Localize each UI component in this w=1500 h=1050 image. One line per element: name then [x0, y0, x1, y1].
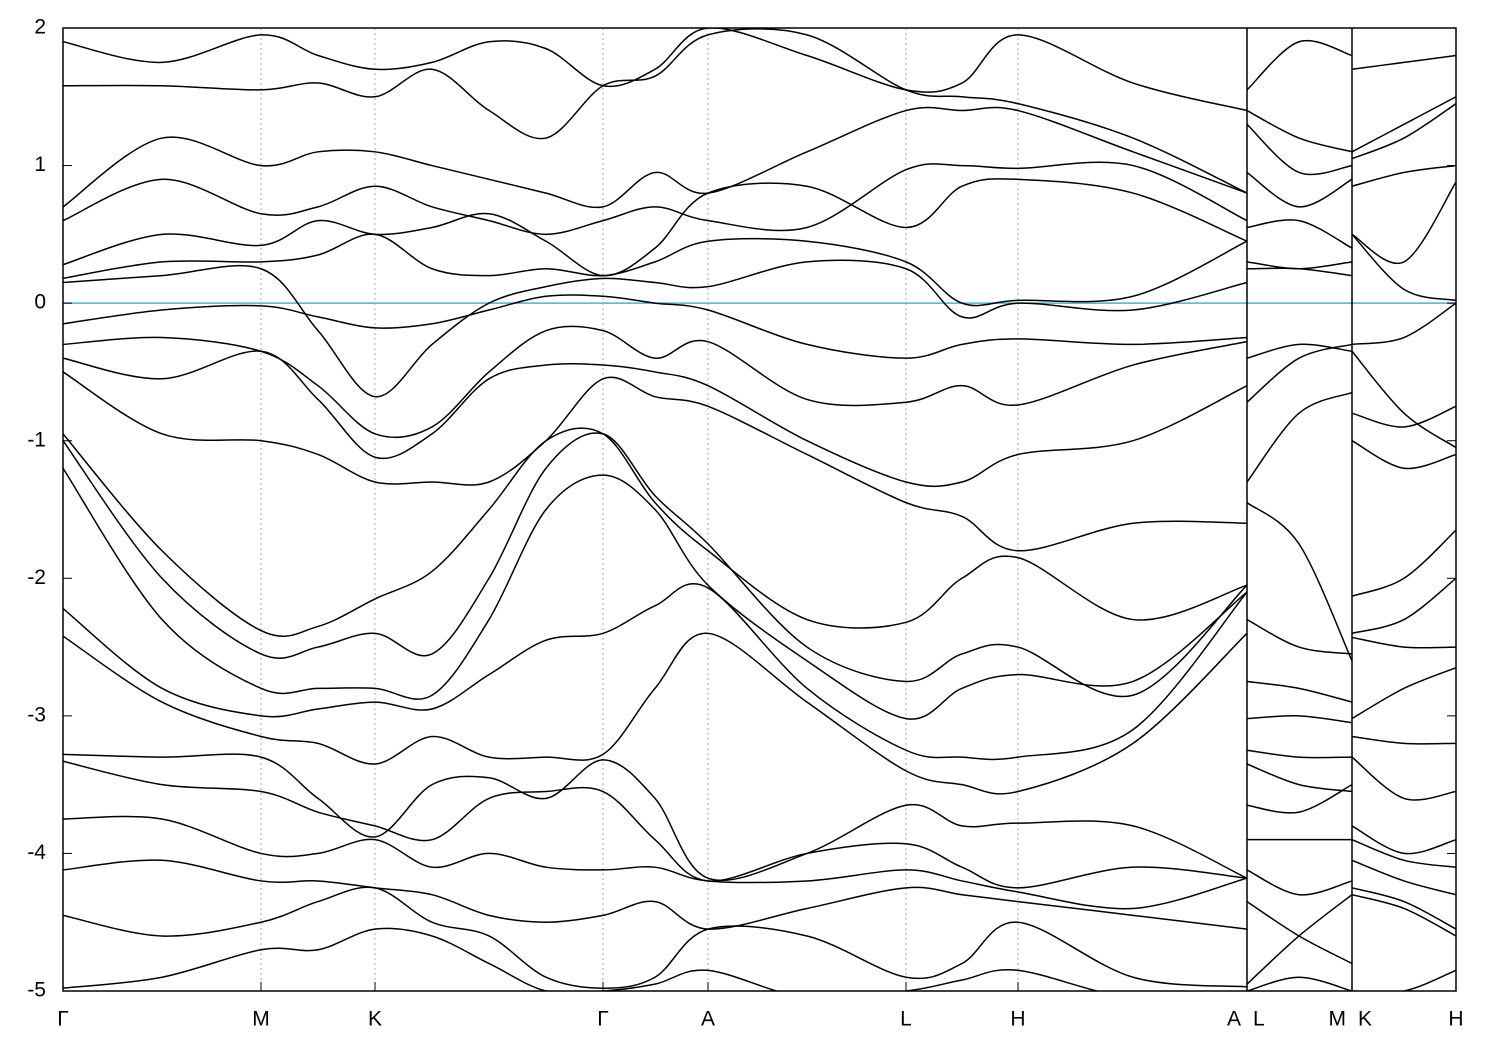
- y-tick-label: -3: [27, 703, 46, 726]
- band-line: [63, 467, 1456, 724]
- grid-layer: [63, 28, 1456, 991]
- band-line: [63, 325, 1456, 439]
- x-tick-label: H: [1448, 1008, 1463, 1031]
- band-line: [63, 815, 1456, 910]
- band-line: [63, 427, 1456, 655]
- band-line: [63, 161, 1456, 236]
- x-tick-label: A: [701, 1008, 715, 1031]
- band-line: [63, 28, 1456, 194]
- band-layer: [63, 28, 1456, 991]
- band-line: [63, 28, 1456, 112]
- x-tick-label: K: [368, 1008, 382, 1031]
- x-tick-label: M: [1329, 1008, 1347, 1031]
- band-line: [63, 753, 1456, 882]
- x-tick-label: K: [1358, 1008, 1372, 1031]
- band-line: [63, 103, 1456, 209]
- band-line: [63, 583, 1456, 761]
- band-line: [63, 432, 1456, 703]
- band-line: [63, 350, 1456, 488]
- band-line: [63, 294, 1456, 449]
- band-line: [63, 371, 1456, 662]
- band-line: [63, 927, 1456, 991]
- x-tick-label: Γ: [597, 1008, 609, 1031]
- x-tick-label: M: [252, 1008, 270, 1031]
- plot-frame: [62, 27, 1457, 992]
- band-line: [63, 632, 1456, 801]
- y-tick-label: -5: [27, 979, 46, 1002]
- band-line: [63, 886, 1456, 989]
- x-tick-label: L: [1253, 1008, 1265, 1031]
- y-tick-label: 2: [34, 16, 46, 39]
- y-tick-label: -2: [27, 566, 46, 589]
- band-line: [63, 259, 1456, 398]
- y-tick-label: 0: [34, 291, 46, 314]
- x-tick-label: A: [1227, 1008, 1241, 1031]
- y-tick-label: 1: [34, 153, 46, 176]
- y-tick-label: -4: [27, 841, 46, 864]
- x-tick-label: Γ: [57, 1008, 69, 1031]
- band-line: [63, 760, 1456, 889]
- x-tick-label: H: [1010, 1008, 1025, 1031]
- band-line: [63, 178, 1456, 277]
- x-tick-label: L: [900, 1008, 912, 1031]
- y-tick-label: -1: [27, 428, 46, 451]
